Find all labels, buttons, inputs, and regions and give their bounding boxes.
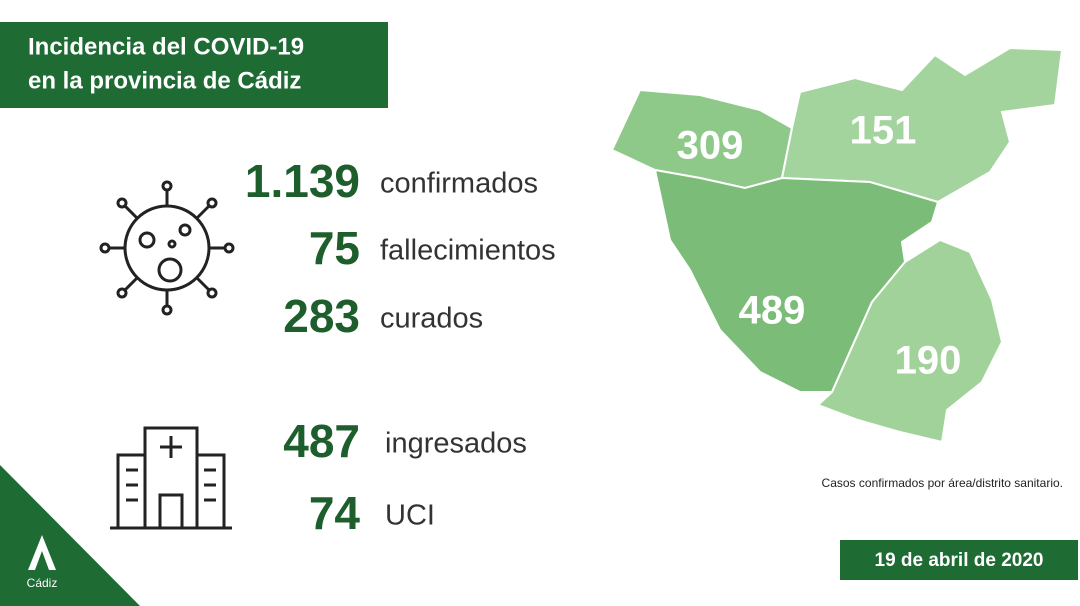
map-area <box>816 238 1004 444</box>
date: 19 de abril de 2020 <box>875 550 1044 571</box>
logo-text: Cádiz <box>27 576 58 590</box>
area-label: 151 <box>850 109 917 153</box>
area-label: 309 <box>677 124 744 168</box>
stat-label: UCI <box>385 500 435 532</box>
title-box <box>0 22 388 108</box>
date-box <box>840 540 1078 580</box>
logo-mark <box>28 535 56 570</box>
title: Incidencia del COVID-19 <box>28 33 304 60</box>
title: en la provincia de Cádiz <box>28 67 301 94</box>
logo-corner <box>0 465 140 606</box>
stat-number: 75 <box>309 222 360 274</box>
stat-label: confirmados <box>380 168 538 200</box>
map: 309 151 489 190 <box>610 46 1064 444</box>
hospital-icon <box>110 426 232 530</box>
stat-label: curados <box>380 303 483 335</box>
area-label: 190 <box>895 339 962 383</box>
stat-label: fallecimientos <box>380 235 556 267</box>
map-area <box>780 46 1064 204</box>
area-label: 489 <box>739 289 806 333</box>
stat-number: 74 <box>309 487 361 539</box>
virus-icon <box>99 180 235 316</box>
stat-number: 283 <box>283 290 360 342</box>
stat-number: 1.139 <box>245 155 360 207</box>
map-caption: Casos confirmados por área/distrito sani… <box>822 476 1063 490</box>
stat-label: ingresados <box>385 428 527 460</box>
stat-number: 487 <box>283 415 360 467</box>
